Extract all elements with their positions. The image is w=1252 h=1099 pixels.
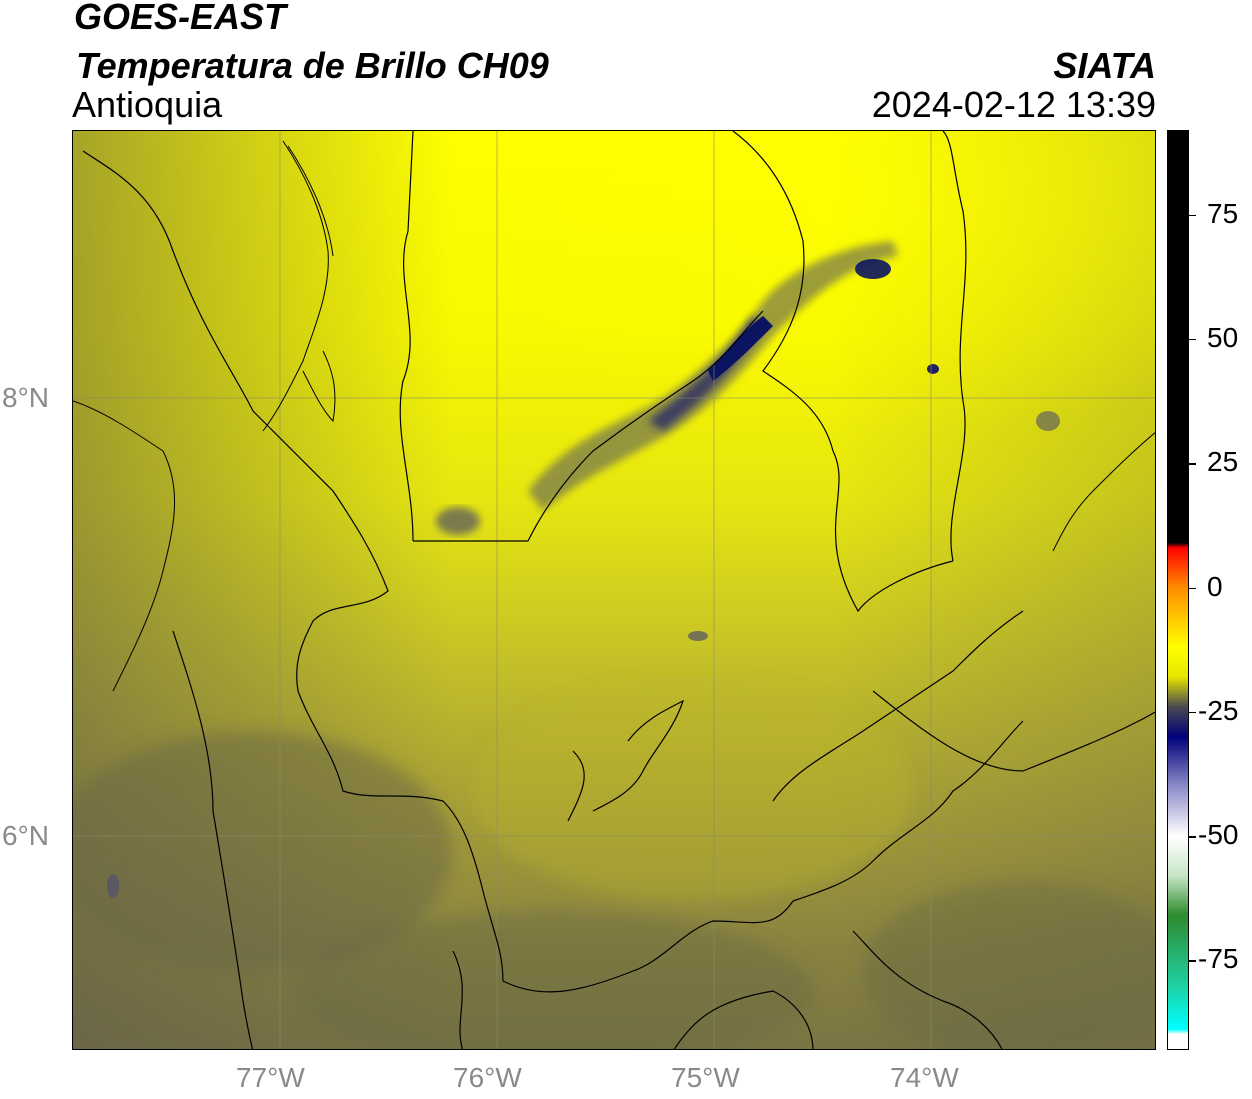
lon-tick-label: 74°W [890, 1062, 959, 1093]
colorbar-tick-mark [1189, 960, 1196, 962]
map-gridlines [73, 131, 1155, 1049]
colorbar-tick-mark [1189, 338, 1196, 341]
satellite-title: GOES-EAST [74, 0, 287, 37]
colorbar-tick-label: 75 [1207, 197, 1239, 229]
colorbar-tick-label: -25 [1198, 694, 1239, 726]
colorbar-tick-mark [1189, 214, 1196, 217]
product-title: Temperatura de Brillo CH09 [76, 45, 549, 86]
colorbar-tick-label: -50 [1198, 819, 1239, 851]
colorbar-tick-mark [1189, 463, 1196, 465]
cold-patches [73, 681, 1155, 1049]
lat-tick-label: 6°N [2, 820, 49, 851]
datetime-label: 2024-02-12 13:39 [871, 84, 1156, 125]
lon-tick-label: 76°W [453, 1062, 522, 1093]
coastline [73, 140, 1155, 692]
brightness-temperature-map [73, 131, 1155, 1049]
colorbar-tick-mark [1189, 711, 1196, 714]
colorbar-tick-label: 50 [1207, 321, 1239, 353]
colorbar [1167, 130, 1189, 1050]
lon-tick-label: 75°W [671, 1062, 740, 1093]
temperature-field-warm-area [73, 131, 1155, 631]
lat-tick-label: 8°N [2, 382, 49, 413]
cold-cloud-band [107, 241, 1060, 898]
colorbar-tick-label: -75 [1198, 943, 1239, 975]
colorbar-tick-label: 25 [1207, 446, 1239, 478]
colorbar-tick-label: 0 [1207, 570, 1223, 602]
organization-label: SIATA [1053, 45, 1156, 86]
map-panel[interactable] [72, 130, 1156, 1050]
administrative-borders [82, 131, 1155, 1049]
lon-tick-label: 77°W [236, 1062, 305, 1093]
colorbar-tick-mark [1189, 587, 1196, 589]
colorbar-tick-mark [1189, 836, 1196, 838]
region-label: Antioquia [72, 84, 223, 125]
